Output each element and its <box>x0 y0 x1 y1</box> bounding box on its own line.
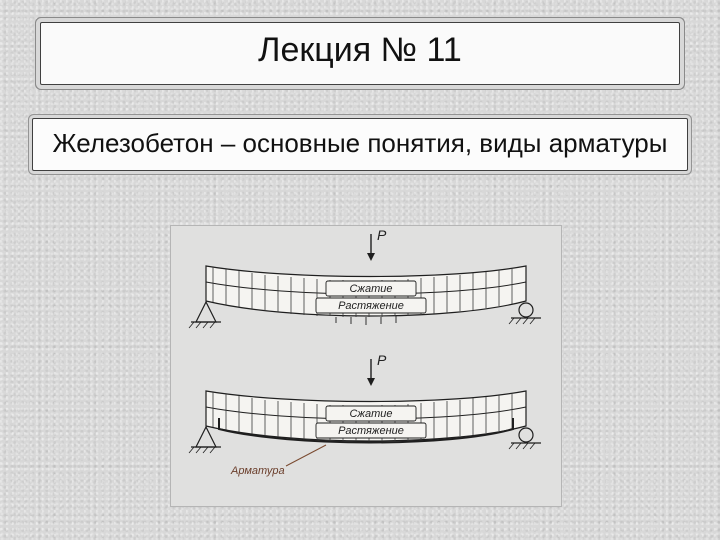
load-arrow-1-head <box>367 253 375 261</box>
beam-1-support-left <box>189 302 221 328</box>
beam-bottom: P <box>189 352 541 477</box>
beam-1-comp-label: Сжатие <box>349 283 392 295</box>
title-box: Лекция № 11 <box>40 22 680 85</box>
beam-top: P <box>189 227 541 328</box>
rebar-callout-line <box>286 445 326 466</box>
subtitle-box: Железобетон – основные понятия, виды арм… <box>32 118 688 171</box>
beam-1-tens-label: Растяжение <box>338 300 404 312</box>
rebar-label: Арматура <box>230 465 285 477</box>
beam-2-support-left <box>189 427 221 453</box>
beam-1-support-right <box>509 303 541 324</box>
beam-2-tens-label: Растяжение <box>338 425 404 437</box>
lecture-subtitle: Железобетон – основные понятия, виды арм… <box>53 128 668 158</box>
slide: Лекция № 11 Железобетон – основные понят… <box>0 0 720 540</box>
beam-2-support-right <box>509 428 541 449</box>
load-label-2: P <box>377 352 387 368</box>
lecture-title: Лекция № 11 <box>258 31 462 69</box>
beam-1-cracks <box>336 316 396 325</box>
beam-diagram: P <box>170 225 562 507</box>
beam-2-comp-label: Сжатие <box>349 408 392 420</box>
load-label-1: P <box>377 227 387 243</box>
load-arrow-2-head <box>367 378 375 386</box>
beam-svg: P <box>171 226 561 506</box>
